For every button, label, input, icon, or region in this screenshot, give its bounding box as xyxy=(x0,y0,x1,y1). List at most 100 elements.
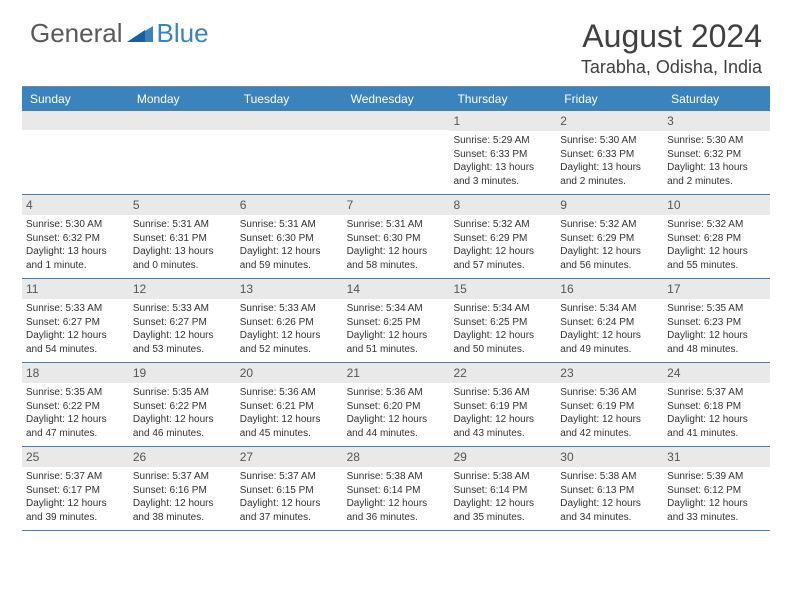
day-info: Sunrise: 5:33 AMSunset: 6:27 PMDaylight:… xyxy=(133,302,232,356)
week-row: 11Sunrise: 5:33 AMSunset: 6:27 PMDayligh… xyxy=(22,279,770,363)
sunset: Sunset: 6:31 PM xyxy=(133,232,232,246)
calendar-cell: 7Sunrise: 5:31 AMSunset: 6:30 PMDaylight… xyxy=(343,195,450,278)
sunset: Sunset: 6:32 PM xyxy=(26,232,125,246)
sunrise: Sunrise: 5:33 AM xyxy=(240,302,339,316)
daylight: Daylight: 12 hours and 58 minutes. xyxy=(347,245,446,272)
day-info: Sunrise: 5:32 AMSunset: 6:29 PMDaylight:… xyxy=(560,218,659,272)
calendar-cell: 24Sunrise: 5:37 AMSunset: 6:18 PMDayligh… xyxy=(663,363,770,446)
daylight: Daylight: 12 hours and 50 minutes. xyxy=(453,329,552,356)
sunset: Sunset: 6:12 PM xyxy=(667,484,766,498)
sunset: Sunset: 6:30 PM xyxy=(240,232,339,246)
weeks-container: 1Sunrise: 5:29 AMSunset: 6:33 PMDaylight… xyxy=(22,111,770,531)
sunrise: Sunrise: 5:29 AM xyxy=(453,134,552,148)
day-number: 19 xyxy=(129,363,236,383)
calendar-cell: 22Sunrise: 5:36 AMSunset: 6:19 PMDayligh… xyxy=(449,363,556,446)
logo-text-blue: Blue xyxy=(157,18,209,49)
week-row: 4Sunrise: 5:30 AMSunset: 6:32 PMDaylight… xyxy=(22,195,770,279)
calendar-cell xyxy=(236,111,343,194)
calendar-cell: 6Sunrise: 5:31 AMSunset: 6:30 PMDaylight… xyxy=(236,195,343,278)
day-number: 9 xyxy=(556,195,663,215)
day-info: Sunrise: 5:38 AMSunset: 6:14 PMDaylight:… xyxy=(453,470,552,524)
logo-triangle-icon xyxy=(127,20,153,47)
daylight: Daylight: 12 hours and 33 minutes. xyxy=(667,497,766,524)
day-number: 21 xyxy=(343,363,450,383)
daylight: Daylight: 13 hours and 2 minutes. xyxy=(560,161,659,188)
sunrise: Sunrise: 5:30 AM xyxy=(667,134,766,148)
calendar-cell: 20Sunrise: 5:36 AMSunset: 6:21 PMDayligh… xyxy=(236,363,343,446)
sunrise: Sunrise: 5:34 AM xyxy=(453,302,552,316)
daylight: Daylight: 13 hours and 2 minutes. xyxy=(667,161,766,188)
header: General Blue August 2024 Tarabha, Odisha… xyxy=(0,0,792,86)
daylight: Daylight: 12 hours and 44 minutes. xyxy=(347,413,446,440)
daylight: Daylight: 12 hours and 51 minutes. xyxy=(347,329,446,356)
calendar-cell: 16Sunrise: 5:34 AMSunset: 6:24 PMDayligh… xyxy=(556,279,663,362)
daylight: Daylight: 12 hours and 52 minutes. xyxy=(240,329,339,356)
sunrise: Sunrise: 5:37 AM xyxy=(26,470,125,484)
calendar-cell: 31 Sunrise: 5:39 AMSunset: 6:12 PMDayligh… xyxy=(663,447,770,530)
day-info: Sunrise: 5:31 AMSunset: 6:30 PMDaylight:… xyxy=(240,218,339,272)
sunset: Sunset: 6:23 PM xyxy=(667,316,766,330)
calendar-cell: 12Sunrise: 5:33 AMSunset: 6:27 PMDayligh… xyxy=(129,279,236,362)
calendar-cell: 4Sunrise: 5:30 AMSunset: 6:32 PMDaylight… xyxy=(22,195,129,278)
sunrise: Sunrise: 5:33 AM xyxy=(26,302,125,316)
day-info: Sunrise: 5:35 AMSunset: 6:23 PMDaylight:… xyxy=(667,302,766,356)
day-header: Tuesday xyxy=(236,87,343,111)
calendar-cell xyxy=(22,111,129,194)
sunrise: Sunrise: 5:36 AM xyxy=(453,386,552,400)
day-info: Sunrise: 5:37 AMSunset: 6:15 PMDaylight:… xyxy=(240,470,339,524)
day-info: Sunrise: 5:37 AMSunset: 6:16 PMDaylight:… xyxy=(133,470,232,524)
sunset: Sunset: 6:29 PM xyxy=(453,232,552,246)
page-title: August 2024 xyxy=(581,18,762,55)
logo: General Blue xyxy=(30,18,209,49)
day-info: Sunrise: 5:32 AMSunset: 6:28 PMDaylight:… xyxy=(667,218,766,272)
day-number: 30 xyxy=(556,447,663,467)
calendar-cell: 30Sunrise: 5:38 AMSunset: 6:13 PMDayligh… xyxy=(556,447,663,530)
sunrise: Sunrise: 5:32 AM xyxy=(453,218,552,232)
day-info: Sunrise: 5:37 AMSunset: 6:17 PMDaylight:… xyxy=(26,470,125,524)
sunrise: Sunrise: 5:35 AM xyxy=(667,302,766,316)
day-info: Sunrise: 5:39 AMSunset: 6:12 PMDaylight:… xyxy=(667,470,766,524)
sunset: Sunset: 6:33 PM xyxy=(560,148,659,162)
sunrise: Sunrise: 5:36 AM xyxy=(240,386,339,400)
calendar-cell: 10 Sunrise: 5:32 AMSunset: 6:28 PMDayligh… xyxy=(663,195,770,278)
day-number: 22 xyxy=(449,363,556,383)
sunset: Sunset: 6:21 PM xyxy=(240,400,339,414)
day-header: Monday xyxy=(129,87,236,111)
calendar-cell: 25Sunrise: 5:37 AMSunset: 6:17 PMDayligh… xyxy=(22,447,129,530)
day-number: 27 xyxy=(236,447,343,467)
daylight: Daylight: 12 hours and 46 minutes. xyxy=(133,413,232,440)
daylight: Daylight: 12 hours and 35 minutes. xyxy=(453,497,552,524)
day-header: Thursday xyxy=(449,87,556,111)
day-number: 23 xyxy=(556,363,663,383)
sunset: Sunset: 6:18 PM xyxy=(667,400,766,414)
day-number: 31 xyxy=(663,447,770,467)
day-info: Sunrise: 5:31 AMSunset: 6:30 PMDaylight:… xyxy=(347,218,446,272)
day-info: Sunrise: 5:35 AMSunset: 6:22 PMDaylight:… xyxy=(26,386,125,440)
sunset: Sunset: 6:16 PM xyxy=(133,484,232,498)
week-row: 1Sunrise: 5:29 AMSunset: 6:33 PMDaylight… xyxy=(22,111,770,195)
sunrise: Sunrise: 5:38 AM xyxy=(347,470,446,484)
day-number: 26 xyxy=(129,447,236,467)
daylight: Daylight: 12 hours and 55 minutes. xyxy=(667,245,766,272)
sunrise: Sunrise: 5:35 AM xyxy=(133,386,232,400)
day-info: Sunrise: 5:36 AMSunset: 6:21 PMDaylight:… xyxy=(240,386,339,440)
sunrise: Sunrise: 5:37 AM xyxy=(133,470,232,484)
day-info: Sunrise: 5:38 AMSunset: 6:14 PMDaylight:… xyxy=(347,470,446,524)
sunrise: Sunrise: 5:31 AM xyxy=(240,218,339,232)
day-number: 28 xyxy=(343,447,450,467)
day-number: 5 xyxy=(129,195,236,215)
sunrise: Sunrise: 5:36 AM xyxy=(347,386,446,400)
daylight: Daylight: 13 hours and 1 minute. xyxy=(26,245,125,272)
calendar-cell: 3Sunrise: 5:30 AMSunset: 6:32 PMDaylight… xyxy=(663,111,770,194)
day-info: Sunrise: 5:34 AMSunset: 6:24 PMDaylight:… xyxy=(560,302,659,356)
daylight: Daylight: 12 hours and 41 minutes. xyxy=(667,413,766,440)
sunset: Sunset: 6:20 PM xyxy=(347,400,446,414)
calendar: SundayMondayTuesdayWednesdayThursdayFrid… xyxy=(22,86,770,531)
week-row: 25Sunrise: 5:37 AMSunset: 6:17 PMDayligh… xyxy=(22,447,770,531)
daylight: Daylight: 12 hours and 34 minutes. xyxy=(560,497,659,524)
daylight: Daylight: 12 hours and 43 minutes. xyxy=(453,413,552,440)
sunset: Sunset: 6:29 PM xyxy=(560,232,659,246)
calendar-cell: 17Sunrise: 5:35 AMSunset: 6:23 PMDayligh… xyxy=(663,279,770,362)
calendar-cell xyxy=(129,111,236,194)
day-number: 10 xyxy=(663,195,770,215)
